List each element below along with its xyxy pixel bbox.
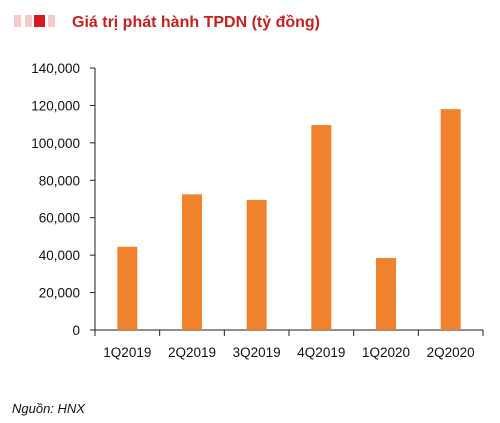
y-tick-label: 40,000: [39, 248, 80, 263]
bar-3Q2019: [246, 199, 267, 330]
chart-title: Giá trị phát hành TPDN (tỷ đồng): [72, 14, 320, 31]
bar-2Q2019: [182, 194, 202, 330]
bars: [117, 109, 461, 331]
y-tick-label: 60,000: [39, 211, 80, 226]
y-tick-label: 140,000: [31, 61, 80, 76]
source-note: Nguồn: HNX: [12, 401, 86, 416]
bar-1Q2020: [376, 257, 396, 330]
y-tick-label: 20,000: [39, 286, 80, 301]
x-tick-label: 1Q2020: [362, 345, 410, 360]
bar-1Q2019: [117, 246, 138, 330]
y-tick-label: 120,000: [31, 98, 80, 113]
bar-2Q2020: [440, 109, 461, 331]
y-tick-label: 80,000: [39, 173, 80, 188]
x-tick-label: 3Q2019: [233, 345, 281, 360]
y-tick-labels: 0 20,000 40,000 60,000 80,000 100,000 120,000 1…: [31, 61, 80, 338]
x-tick-label: 2Q2019: [168, 345, 216, 360]
title-marker: [14, 15, 55, 27]
axes: [90, 67, 484, 336]
x-tick-label: 1Q2019: [103, 345, 151, 360]
x-tick-labels: 1Q2019 2Q2019 3Q2019 4Q2019 1Q2020 2Q2020: [103, 345, 474, 360]
bar-4Q2019: [311, 125, 332, 330]
x-tick-label: 4Q2019: [297, 345, 345, 360]
x-tick-label: 2Q2020: [427, 345, 475, 360]
y-tick-label: 0: [72, 323, 80, 338]
y-tick-label: 100,000: [31, 136, 80, 151]
